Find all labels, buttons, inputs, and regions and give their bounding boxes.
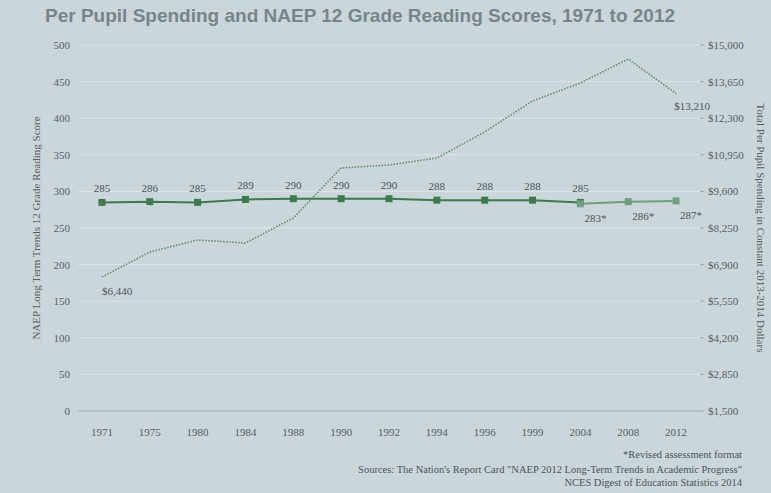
score-marker [529,197,536,204]
title: Per Pupil Spending and NAEP 12 Grade Rea… [45,5,675,26]
y2-tick-label: $8,250 [708,222,739,234]
data-label: 285 [572,182,589,194]
score-marker [242,196,249,203]
y2-tick-label: $15,000 [708,39,744,51]
y2-axis-title: Total Per Pupil Spending in Constant 201… [755,104,767,353]
y-tick-label: 0 [65,405,71,417]
spending-line [102,59,676,277]
x-tick-label: 1980 [187,426,210,438]
score-marker [194,199,201,206]
x-tick-label: 1988 [282,426,305,438]
score-marker [673,197,680,204]
x-tick-label: 2012 [665,426,687,438]
y2-tick-label: $10,950 [708,149,744,161]
y2-tick [700,337,704,338]
annotation: *Revised assessment format [623,449,742,460]
x-tick-label: 1971 [91,426,113,438]
y-tick-label: 350 [54,149,71,161]
data-label: 283* [584,212,606,224]
data-label: 288 [476,180,493,192]
data-label: 289 [237,179,254,191]
data-label: 287* [680,209,702,221]
grid-line [78,374,700,375]
data-label: 285 [189,182,206,194]
y2-tick-label: $6,900 [708,259,739,271]
y-tick-label: 450 [54,76,71,88]
grid-line [78,228,700,229]
grid-line [78,45,700,46]
y-tick-label: 250 [54,222,71,234]
x-tick-label: 1992 [378,426,400,438]
data-label: 285 [94,182,111,194]
y2-tick [700,154,704,155]
y-tick-label: 50 [59,368,71,380]
y2-tick-label: $5,550 [708,295,739,307]
y-tick-label: 300 [54,185,71,197]
y2-tick-label: $12,300 [708,112,744,124]
score-marker [433,197,440,204]
plot-area [98,59,679,277]
score-marker [338,195,345,202]
x-axis [78,411,700,412]
y2-tick-label: $2,850 [708,368,739,380]
grid-line [78,411,700,412]
x-tick-label: 1996 [474,426,497,438]
y2-tick [700,118,704,119]
y2-tick [700,191,704,192]
y2-tick [700,264,704,265]
chart: Per Pupil Spending and NAEP 12 Grade Rea… [0,0,771,493]
y2-tick-label: $1,500 [708,405,739,417]
score-marker [290,195,297,202]
x-tick-label: 1984 [234,426,257,438]
y2-tick [700,45,704,46]
score-marker [386,195,393,202]
x-tick-label: 1975 [139,426,162,438]
data-label: 290 [381,179,398,191]
x-tick-label: 1999 [522,426,545,438]
data-label: $13,210 [674,100,710,112]
grid-line [78,118,700,119]
grid-line [78,191,700,192]
grid-line [78,154,700,155]
data-label: 288 [524,180,541,192]
y2-tick-label: $4,200 [708,332,739,344]
y2-tick [700,228,704,229]
x-tick-label: 1994 [426,426,449,438]
y2-tick [700,374,704,375]
y-tick-label: 400 [54,112,71,124]
y2-tick-label: $9,600 [708,185,739,197]
y2-tick [700,81,704,82]
y2-tick [700,411,704,412]
data-label: 286 [142,182,159,194]
x-tick-label: 1990 [330,426,353,438]
y-axis-title: NAEP Long Term Trends 12 Grade Reading S… [30,116,42,339]
source: NCES Digest of Education Statistics 2014 [564,477,742,488]
grid-line [78,301,700,302]
data-labels: $6,440 $13,210 285 286 285 289 290 290 290 288 288… [94,100,711,298]
y-tick-label: 500 [54,39,71,51]
x-tick-label: 2008 [617,426,640,438]
y-tick-label: 150 [54,295,71,307]
score-marker [577,200,584,207]
y2-tick [700,301,704,302]
score-marker [481,197,488,204]
data-label: $6,440 [102,285,133,297]
y2-tick-label: $13,650 [708,76,744,88]
data-label: 290 [285,179,302,191]
score-marker [98,199,105,206]
data-label: 286* [632,210,654,222]
x-tick-label: 2004 [569,426,592,438]
source: Sources: The Nation's Report Card "NAEP … [358,464,742,475]
data-label: 288 [429,180,446,192]
y-tick-label: 200 [54,259,71,271]
score-marker [625,198,632,205]
grid-line [78,81,700,82]
data-label: 290 [333,179,350,191]
score-marker [146,198,153,205]
grid-line [78,337,700,338]
grid-line [78,264,700,265]
y-tick-label: 100 [54,332,71,344]
background [0,0,771,493]
